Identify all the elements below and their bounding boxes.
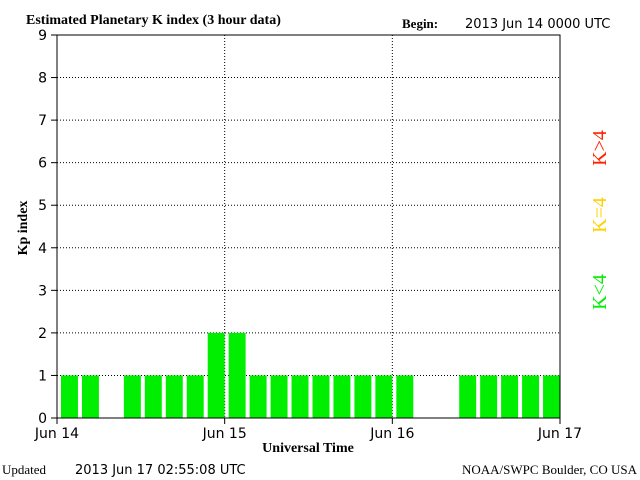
x-axis-ticks: Jun 14 Jun 15 Jun 16 Jun 17 [34,418,582,442]
y-tick-label: 3 [38,283,47,299]
kp-bar [270,375,288,418]
y-tick-label: 4 [38,241,47,257]
updated-value: 2013 Jun 17 02:55:08 UTC [75,463,246,478]
legend: K>4 K=4 K<4 [589,130,611,310]
y-tick-label: 5 [38,198,47,214]
kp-bar [333,375,351,418]
legend-entry: K>4 [589,130,611,166]
y-tick-label: 9 [38,28,47,44]
x-tick-label: Jun 17 [537,426,582,442]
kp-bar [375,375,393,418]
kp-bar [165,375,183,418]
y-tick-label: 2 [38,326,47,342]
kp-bar [396,375,414,418]
kp-bar [501,375,519,418]
kp-bar [291,375,309,418]
x-tick-label: Jun 14 [34,426,79,442]
kp-bar [543,375,560,418]
kp-bar [228,332,246,418]
grid-lines [57,35,560,418]
kp-bar [459,375,477,418]
y-axis-ticks: 0 1 2 3 4 5 6 7 8 9 [38,28,57,427]
legend-entry: K=4 [589,197,611,233]
kp-bar [249,375,267,418]
x-axis-label: Universal Time [262,441,354,456]
kp-bar [522,375,540,418]
kp-bar [207,332,225,418]
y-tick-label: 7 [38,113,47,129]
source-credit: NOAA/SWPC Boulder, CO USA [462,462,638,477]
kp-bar [354,375,372,418]
y-axis-label: Kp index [16,201,31,256]
kp-bar [312,375,330,418]
legend-entry: K<4 [589,274,611,310]
updated-label: Updated [2,462,47,477]
x-tick-label: Jun 16 [369,426,414,442]
kp-bar [186,375,204,418]
begin-value: 2013 Jun 14 0000 UTC [465,17,610,32]
y-tick-label: 1 [38,368,47,384]
kp-bar [144,375,162,418]
y-tick-label: 8 [38,71,47,87]
y-tick-label: 0 [38,411,47,427]
kp-bar [480,375,498,418]
y-tick-label: 6 [38,156,47,172]
begin-label: Begin: [402,16,438,31]
kp-bars [61,332,560,418]
plot-frame [56,34,561,419]
kp-bar [61,375,78,418]
chart-title: Estimated Planetary K index (3 hour data… [26,13,281,28]
x-tick-label: Jun 15 [202,426,247,442]
kp-bar [123,375,141,418]
kp-bar [81,375,99,418]
